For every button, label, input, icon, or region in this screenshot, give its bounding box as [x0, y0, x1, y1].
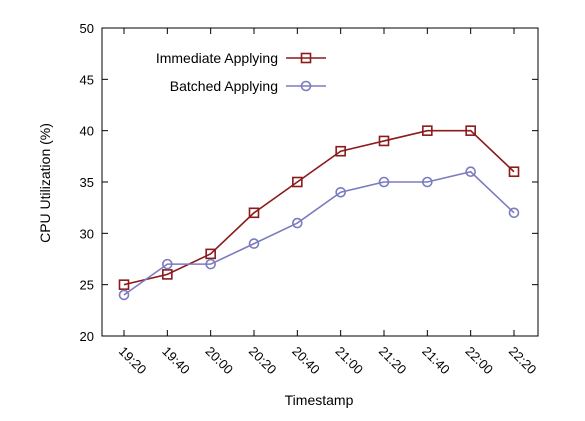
series-point	[118, 279, 130, 290]
series-point	[465, 166, 476, 178]
x-tick-label: 20:00	[203, 344, 237, 378]
series-line-1	[123, 170, 515, 296]
x-tick-label: 20:40	[289, 344, 323, 378]
x-tick-label: 22:00	[463, 344, 497, 378]
series-point	[465, 125, 476, 136]
legend-label: Batched Applying	[170, 78, 278, 94]
x-tick-label: 21:00	[333, 344, 367, 378]
y-axis-label: CPU Utilization (%)	[37, 123, 53, 243]
series-point	[162, 269, 173, 280]
y-tick-label: 30	[80, 226, 94, 241]
series-point	[335, 186, 346, 198]
series-point	[292, 217, 303, 229]
x-tick-label: 21:40	[419, 344, 453, 378]
legend-entry: Batched Applying	[170, 78, 326, 94]
series-point	[205, 248, 216, 260]
x-tick-label: 21:20	[376, 344, 410, 378]
series-point	[292, 176, 303, 188]
y-tick-label: 45	[80, 72, 94, 87]
x-axis-label: Timestamp	[285, 392, 354, 408]
legend-swatch-marker	[300, 80, 312, 92]
series-point	[378, 135, 390, 147]
series-point	[422, 176, 433, 188]
plot-layer: 20 25 30 35 40 45 50 19:20 19:40 20:00 20:20 20:40 2…	[80, 21, 540, 377]
series-point	[335, 145, 346, 157]
y-tick-label: 50	[80, 21, 94, 36]
series-point	[422, 125, 433, 136]
series-point	[248, 238, 260, 249]
x-tick-label: 19:40	[159, 344, 193, 378]
series-point	[248, 207, 260, 219]
y-tick-label: 20	[80, 329, 94, 344]
legend-entry: Immediate Applying	[156, 50, 326, 66]
series-point	[205, 258, 216, 270]
x-tick-label: 20:20	[246, 344, 280, 378]
series-point	[508, 166, 520, 178]
y-tick-label: 35	[80, 175, 94, 190]
legend-label: Immediate Applying	[156, 50, 278, 66]
series-point	[162, 258, 173, 270]
series-point	[118, 289, 130, 301]
legend-swatch-marker	[300, 52, 312, 64]
series-point	[508, 207, 520, 219]
x-tick-label: 19:20	[116, 344, 150, 378]
x-tick-label: 22:20	[506, 344, 540, 378]
y-tick-label: 40	[80, 124, 94, 139]
series-point	[378, 176, 390, 188]
y-tick-label: 25	[80, 278, 94, 293]
plot-frame	[101, 27, 539, 337]
